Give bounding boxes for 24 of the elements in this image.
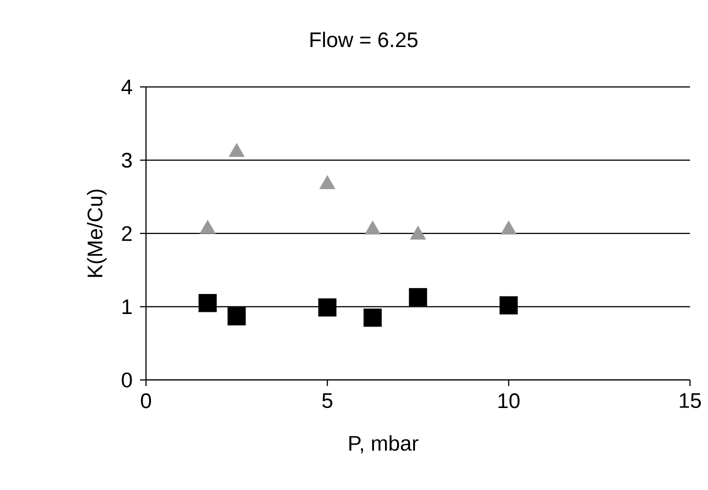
point xyxy=(500,220,517,235)
point xyxy=(319,175,336,190)
y-axis-title: K(Me/Cu) xyxy=(86,190,107,277)
x-tick-label: 5 xyxy=(322,393,332,408)
chart-title: Flow = 6.25 xyxy=(310,32,418,48)
y-tick-label: 0 xyxy=(122,372,132,388)
x-tick-label: 0 xyxy=(140,393,152,408)
point xyxy=(364,308,382,327)
point xyxy=(408,288,428,306)
y-tick-label: 1 xyxy=(122,299,132,314)
point xyxy=(228,307,246,326)
x-tick-label: 10 xyxy=(498,393,520,408)
x-axis-title: P, mbar xyxy=(349,435,418,454)
point xyxy=(198,294,217,312)
point xyxy=(410,226,426,240)
x-tick-label: 15 xyxy=(680,393,701,408)
y-tick-label: 4 xyxy=(121,80,132,94)
point xyxy=(228,143,245,157)
point xyxy=(200,220,216,234)
y-tick-label: 2 xyxy=(122,226,132,241)
point xyxy=(318,298,336,317)
point xyxy=(500,296,518,314)
point xyxy=(364,220,381,235)
y-tick-label: 3 xyxy=(122,152,132,168)
